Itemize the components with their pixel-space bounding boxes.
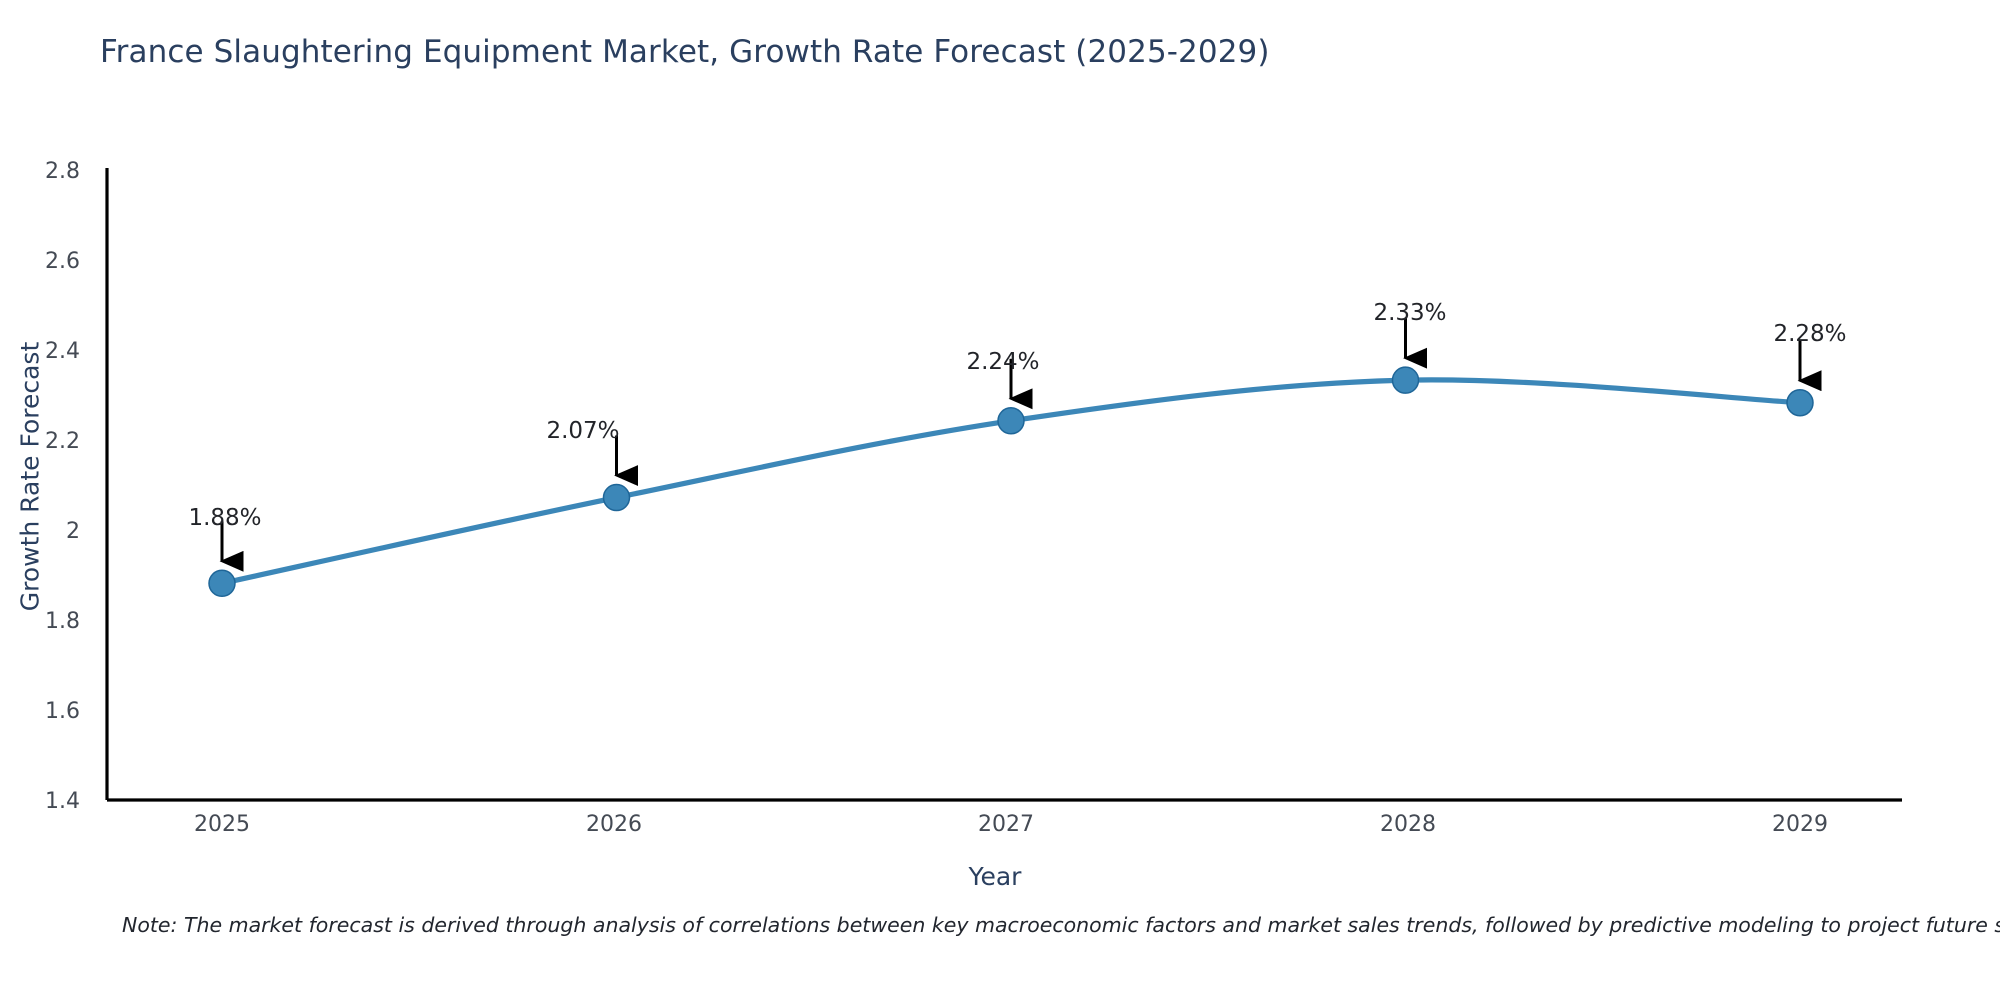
- y-tick-label: 2.2: [45, 429, 80, 454]
- x-tick-label: 2028: [1380, 812, 1436, 837]
- point-annotation-label: 2.24%: [966, 349, 1040, 375]
- point-annotation-label: 2.33%: [1373, 300, 1447, 326]
- y-tick-label: 2.8: [45, 159, 80, 184]
- y-tick-label: 1.6: [45, 699, 80, 724]
- x-tick-label: 2026: [586, 812, 642, 837]
- annotation-arrows: [219, 318, 1822, 572]
- x-axis-title: Year: [968, 862, 1022, 891]
- y-tick-label: 1.8: [45, 609, 80, 634]
- chart-footnote: Note: The market forecast is derived thr…: [122, 913, 2000, 937]
- data-point-marker: [997, 407, 1025, 435]
- data-point-marker: [602, 483, 631, 512]
- y-tick-label: 1.4: [45, 789, 80, 814]
- y-tick-label: 2.6: [45, 249, 80, 274]
- data-point-marker: [208, 569, 236, 598]
- point-annotation-label: 2.28%: [1773, 321, 1847, 347]
- x-tick-label: 2025: [194, 812, 250, 837]
- x-axis-title-wrap: Year: [0, 862, 2000, 891]
- point-annotation-label: 1.88%: [188, 505, 262, 531]
- y-tick-label: 2: [66, 519, 80, 544]
- x-tick-label: 2027: [978, 812, 1034, 837]
- y-tick-label: 2.4: [45, 339, 80, 364]
- data-markers: [208, 366, 1814, 598]
- point-annotation-label: 2.07%: [546, 418, 620, 444]
- data-point-marker: [1391, 366, 1420, 394]
- data-point-marker: [1786, 388, 1814, 417]
- chart-title: France Slaughtering Equipment Market, Gr…: [100, 34, 1270, 70]
- x-tick-label: 2029: [1772, 812, 1828, 837]
